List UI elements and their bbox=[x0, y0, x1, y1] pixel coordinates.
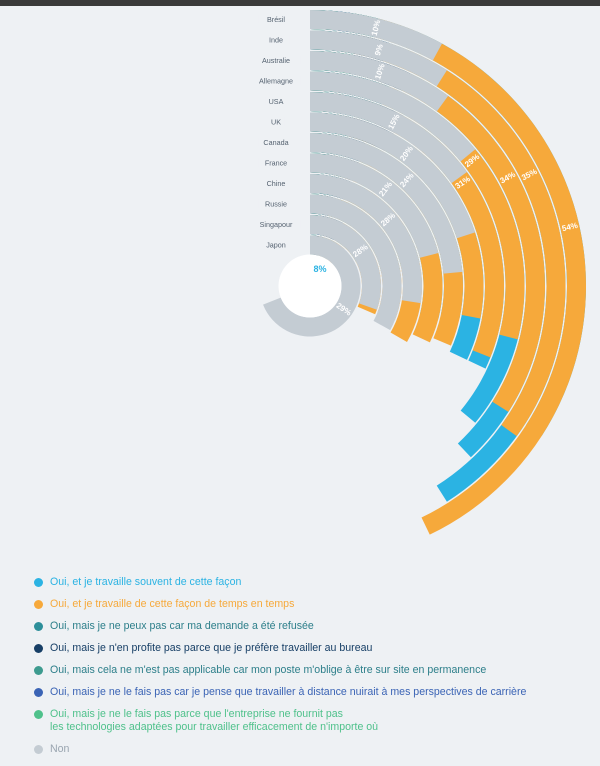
legend-item: Oui, et je travaille de cette façon de t… bbox=[34, 598, 594, 611]
ring-segment bbox=[310, 10, 442, 61]
legend: Oui, et je travaille souvent de cette fa… bbox=[34, 576, 594, 765]
ring-segment bbox=[310, 30, 447, 87]
ring-segment bbox=[310, 112, 476, 239]
ring-label-bg bbox=[251, 75, 301, 86]
legend-label: Oui, mais je ne le fais pas car je pense… bbox=[50, 686, 527, 698]
ring-country-label: Chine bbox=[267, 179, 286, 188]
ring-segment bbox=[310, 51, 449, 112]
ring-label-bg bbox=[258, 13, 294, 25]
ring-country-label: Allemagne bbox=[259, 77, 293, 86]
legend-item: Oui, mais je ne le fais pas parce que l'… bbox=[34, 708, 594, 734]
ring-segment bbox=[310, 71, 476, 162]
radial-chart: 43%54%10%Brésil41%35%9%Inde38%34%10%Aust… bbox=[251, 10, 587, 535]
ring-label-bg bbox=[258, 136, 294, 148]
ring-segment bbox=[310, 30, 566, 437]
ring-country-label: Brésil bbox=[267, 15, 285, 24]
center-value-label: 8% bbox=[313, 264, 326, 274]
ring-segment bbox=[310, 194, 402, 331]
legend-label: Oui, mais je ne le fais pas parce que l'… bbox=[50, 708, 379, 733]
legend-swatch bbox=[34, 745, 43, 754]
ring-segment bbox=[310, 174, 422, 304]
ring-segment bbox=[310, 215, 381, 310]
ring-country-label: Japon bbox=[266, 241, 286, 250]
legend-item: Oui, mais cela ne m'est pas applicable c… bbox=[34, 664, 594, 677]
legend-swatch bbox=[34, 710, 43, 719]
ring-label-bg bbox=[260, 239, 292, 250]
legend-item: Non bbox=[34, 743, 594, 756]
ring-segment bbox=[310, 92, 467, 184]
top-bar bbox=[0, 0, 600, 6]
ring-label-bg bbox=[260, 177, 292, 189]
ring-label-bg bbox=[265, 95, 287, 107]
segment-value-label: 54% bbox=[561, 221, 579, 233]
legend-label: Oui, mais je n'en profite pas parce que … bbox=[50, 642, 373, 654]
ring-label-bg bbox=[267, 116, 285, 127]
legend-label: Oui, et je travaille souvent de cette fa… bbox=[50, 576, 242, 588]
ring-label-bg bbox=[258, 157, 294, 168]
ring-country-label: Singapour bbox=[260, 220, 293, 229]
ring-country-label: Inde bbox=[269, 36, 283, 45]
legend-label: Oui, mais je ne peux pas car ma demande … bbox=[50, 620, 314, 632]
legend-swatch bbox=[34, 622, 43, 631]
segment-value-label: 10% bbox=[370, 19, 383, 37]
legend-item: Oui, mais je ne le fais pas car je pense… bbox=[34, 686, 594, 699]
ring-label-bg bbox=[258, 198, 294, 209]
ring-country-label: Australie bbox=[262, 56, 290, 65]
legend-swatch bbox=[34, 688, 43, 697]
segment-value-label: 9% bbox=[373, 43, 385, 57]
ring-label-bg bbox=[262, 34, 290, 45]
legend-item: Oui, mais je n'en profite pas parce que … bbox=[34, 642, 594, 655]
ring-country-label: USA bbox=[269, 97, 284, 106]
ring-segment bbox=[310, 133, 463, 274]
center-hole bbox=[278, 254, 342, 318]
ring-label-bg bbox=[251, 218, 301, 230]
legend-item: Oui, mais je ne peux pas car ma demande … bbox=[34, 620, 594, 633]
ring-country-label: UK bbox=[271, 118, 281, 127]
legend-swatch bbox=[34, 644, 43, 653]
ring-label-bg bbox=[251, 54, 301, 66]
legend-swatch bbox=[34, 600, 43, 609]
ring-country-label: France bbox=[265, 159, 287, 168]
ring-country-label: Russie bbox=[265, 200, 287, 209]
legend-item: Oui, et je travaille souvent de cette fa… bbox=[34, 576, 594, 589]
legend-label: Oui, mais cela ne m'est pas applicable c… bbox=[50, 664, 487, 676]
legend-label: Oui, et je travaille de cette façon de t… bbox=[50, 598, 295, 610]
ring-country-label: Canada bbox=[263, 138, 288, 147]
legend-label: Non bbox=[50, 743, 70, 755]
legend-swatch bbox=[34, 666, 43, 675]
ring-segment bbox=[310, 153, 439, 258]
legend-swatch bbox=[34, 578, 43, 587]
ring-segment bbox=[263, 235, 361, 337]
ring-segment bbox=[310, 51, 545, 412]
